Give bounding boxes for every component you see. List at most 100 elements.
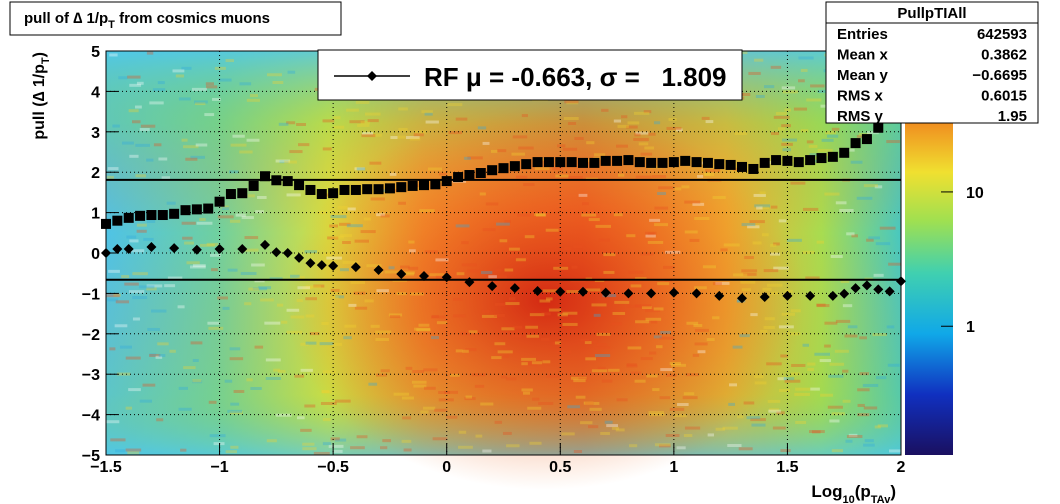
square-marker xyxy=(509,161,520,172)
heatmap-texture xyxy=(286,121,296,125)
heatmap-texture xyxy=(313,451,330,455)
heatmap-texture xyxy=(790,372,801,376)
heatmap-texture xyxy=(779,388,791,392)
heatmap-texture xyxy=(353,291,366,295)
heatmap-texture xyxy=(527,406,542,410)
diamond-marker xyxy=(305,258,316,269)
label-text: ) xyxy=(890,482,896,501)
heatmap-texture xyxy=(795,420,807,424)
heatmap-texture xyxy=(535,213,546,217)
heatmap-texture xyxy=(323,193,332,197)
heatmap-texture xyxy=(506,444,520,448)
heatmap-texture xyxy=(727,444,742,448)
heatmap-texture xyxy=(130,249,145,253)
square-marker xyxy=(112,215,123,226)
square-marker xyxy=(225,189,236,200)
heatmap-texture xyxy=(121,275,130,279)
heatmap-texture xyxy=(557,144,566,148)
heatmap-texture xyxy=(260,298,274,302)
heatmap-texture xyxy=(244,302,252,306)
heatmap-texture xyxy=(512,334,522,338)
heatmap-texture xyxy=(347,207,356,211)
heatmap-texture xyxy=(770,243,777,247)
heatmap-texture xyxy=(701,116,710,120)
heatmap-texture xyxy=(416,328,431,332)
heatmap-texture xyxy=(448,131,463,135)
heatmap-texture xyxy=(496,275,507,279)
heatmap-texture xyxy=(529,441,542,445)
heatmap-texture xyxy=(482,228,496,232)
heatmap-texture xyxy=(229,219,241,223)
heatmap-texture xyxy=(504,268,514,272)
heatmap-texture xyxy=(396,292,407,296)
legend-marker xyxy=(367,71,377,81)
heatmap-texture xyxy=(354,167,365,171)
heatmap-texture xyxy=(427,167,443,171)
heatmap-texture xyxy=(246,378,253,382)
heatmap-texture xyxy=(190,341,203,345)
heatmap-texture xyxy=(595,224,611,228)
heatmap-texture xyxy=(689,238,700,242)
heatmap-texture xyxy=(596,343,608,347)
square-marker xyxy=(419,180,429,191)
heatmap-texture xyxy=(615,428,625,432)
heatmap-texture xyxy=(376,373,387,377)
heatmap-texture xyxy=(633,111,650,115)
heatmap-texture xyxy=(515,258,526,262)
heatmap-texture xyxy=(793,107,808,111)
heatmap-texture xyxy=(603,253,616,257)
diamond-marker xyxy=(759,292,770,303)
heatmap-texture xyxy=(136,223,147,227)
heatmap-texture xyxy=(794,392,810,396)
heatmap-texture xyxy=(494,342,506,346)
heatmap-texture xyxy=(501,375,508,379)
heatmap-texture xyxy=(523,183,535,187)
heatmap-texture xyxy=(398,127,408,131)
heatmap-texture xyxy=(820,104,829,108)
heatmap-texture xyxy=(294,374,305,378)
heatmap-texture xyxy=(112,124,120,128)
heatmap-texture xyxy=(302,286,313,290)
heatmap-texture xyxy=(337,205,348,209)
heatmap-texture xyxy=(127,451,140,455)
heatmap-texture xyxy=(494,302,505,306)
heatmap-texture xyxy=(529,313,545,317)
z-tick-label: 1 xyxy=(966,319,975,336)
heatmap-texture xyxy=(319,342,334,346)
heatmap-texture xyxy=(424,250,438,254)
heatmap-texture xyxy=(408,249,416,253)
heatmap-texture xyxy=(819,153,834,157)
heatmap-texture xyxy=(190,265,206,269)
heatmap-texture xyxy=(566,290,580,294)
heatmap-texture xyxy=(805,276,820,280)
heatmap-texture xyxy=(317,211,327,215)
heatmap-texture xyxy=(677,403,689,407)
heatmap xyxy=(106,51,902,490)
x-tick-label: 0.5 xyxy=(549,459,571,476)
heatmap-texture xyxy=(652,175,667,179)
heatmap-texture xyxy=(424,112,433,116)
heatmap-texture xyxy=(641,306,652,310)
heatmap-texture xyxy=(206,242,219,246)
heatmap-texture xyxy=(370,197,385,201)
heatmap-texture xyxy=(181,66,192,70)
heatmap-texture xyxy=(246,138,260,142)
heatmap-texture xyxy=(505,377,517,381)
heatmap-texture xyxy=(321,390,332,394)
diamond-marker xyxy=(316,260,327,271)
heatmap-texture xyxy=(455,349,463,353)
heatmap-texture xyxy=(375,330,392,334)
heatmap-texture xyxy=(542,289,558,293)
heatmap-texture xyxy=(300,342,309,346)
heatmap-texture xyxy=(780,449,791,453)
heatmap-texture xyxy=(626,234,636,238)
heatmap-texture xyxy=(323,253,333,257)
heatmap-texture xyxy=(538,401,554,405)
heatmap-texture xyxy=(754,375,764,379)
heatmap-texture xyxy=(225,59,234,63)
heatmap-texture xyxy=(418,323,430,327)
square-marker xyxy=(135,210,146,221)
heatmap-texture xyxy=(772,426,786,430)
square-marker xyxy=(873,122,884,133)
heatmap-texture xyxy=(375,337,390,341)
